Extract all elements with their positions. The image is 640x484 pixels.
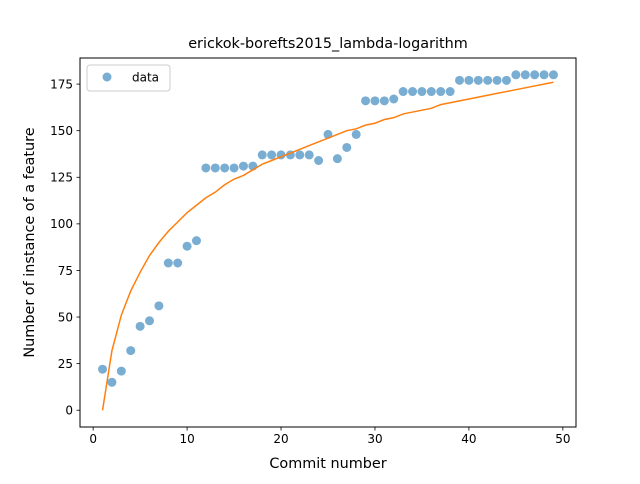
y-tick-label: 75: [58, 264, 73, 278]
data-point: [116, 366, 126, 376]
data-point: [483, 75, 493, 85]
data-point: [530, 70, 540, 80]
data-point: [389, 94, 399, 104]
data-point: [445, 87, 455, 97]
y-tick-label: 125: [50, 171, 73, 185]
data-point: [342, 142, 352, 152]
y-tick-label: 150: [50, 124, 73, 138]
data-point: [182, 241, 192, 251]
data-point: [511, 70, 521, 80]
data-point: [145, 316, 155, 326]
y-tick-label: 25: [58, 357, 73, 371]
chart-title: erickok-borefts2015_lambda-logarithm: [188, 36, 468, 52]
data-point: [417, 87, 427, 97]
fit-line: [101, 81, 554, 411]
data-point: [126, 346, 136, 356]
data-point: [154, 301, 164, 311]
data-point: [295, 150, 305, 160]
y-axis-label: Number of instance of a feature: [22, 127, 38, 357]
y-tick-label: 100: [50, 217, 73, 231]
data-point: [520, 70, 530, 80]
data-point: [379, 96, 389, 106]
data-point: [98, 364, 108, 374]
data-point: [220, 163, 230, 173]
data-point: [351, 129, 361, 139]
x-axis-label: Commit number: [269, 456, 386, 472]
axes-ticks: 0 10 20 30 40 50 0 25 50 75 100 125 150 175: [50, 77, 570, 446]
legend-marker-data: [102, 72, 112, 82]
y-tick-label: 0: [65, 404, 73, 418]
data-point: [201, 163, 211, 173]
data-point: [314, 156, 324, 165]
data-point: [210, 163, 220, 173]
data-point: [332, 154, 342, 164]
plot-frame: [79, 57, 577, 428]
data-point: [361, 96, 371, 106]
legend: data: [86, 64, 171, 92]
plot-area: [98, 70, 558, 411]
x-tick-label: 30: [367, 432, 382, 446]
data-point: [304, 150, 314, 160]
data-point: [539, 70, 549, 80]
data-point: [426, 87, 436, 97]
data-point: [492, 75, 502, 85]
data-point: [455, 75, 465, 85]
data-point: [267, 150, 277, 160]
data-point: [238, 161, 248, 171]
data-point: [464, 75, 474, 85]
data-point: [501, 75, 511, 85]
data-point: [107, 377, 117, 387]
data-point: [163, 258, 173, 268]
data-point: [473, 75, 483, 85]
data-point: [191, 236, 201, 246]
legend-label-data: data: [132, 71, 159, 85]
x-tick-label: 10: [179, 432, 194, 446]
data-point: [229, 163, 239, 173]
data-point: [436, 87, 446, 97]
data-point: [408, 87, 418, 97]
legend-box: [86, 64, 171, 92]
data-point: [135, 321, 145, 331]
x-tick-label: 20: [273, 432, 288, 446]
y-tick-label: 50: [58, 310, 73, 324]
data-point: [398, 87, 408, 97]
data-point: [548, 70, 558, 80]
data-point: [257, 150, 267, 160]
x-tick-label: 40: [461, 432, 476, 446]
data-point: [370, 96, 380, 106]
data-point: [173, 258, 183, 268]
x-tick-label: 0: [89, 432, 97, 446]
y-tick-label: 175: [50, 77, 73, 91]
x-tick-label: 50: [555, 432, 570, 446]
